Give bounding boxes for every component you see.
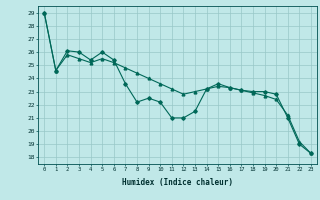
X-axis label: Humidex (Indice chaleur): Humidex (Indice chaleur): [122, 178, 233, 187]
